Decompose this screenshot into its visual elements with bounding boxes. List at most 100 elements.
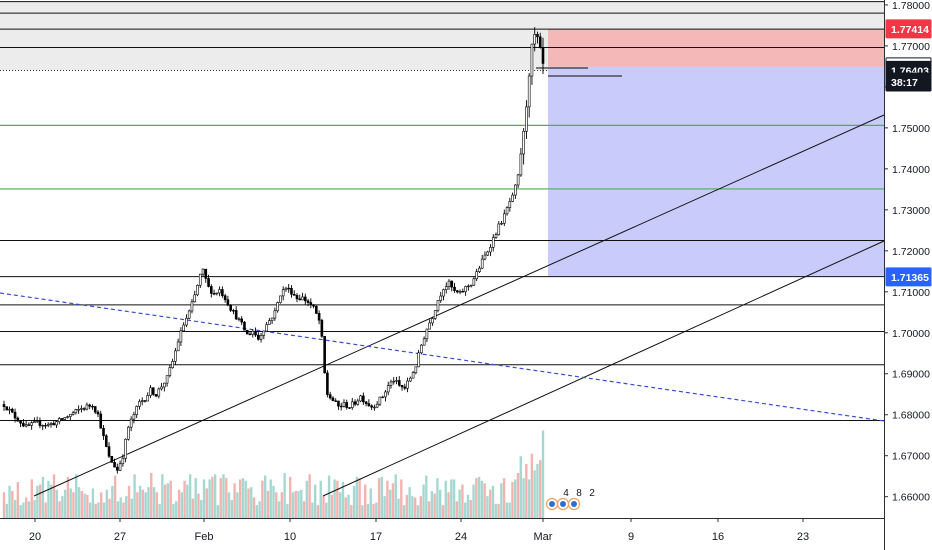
volume-bar [330, 494, 334, 518]
volume-bar [50, 484, 53, 518]
volume-bar [475, 478, 478, 518]
volume-bar [336, 480, 339, 518]
volume-bar [539, 460, 542, 518]
candle-body [337, 400, 340, 407]
volume-bar [227, 492, 231, 518]
candle-body [24, 424, 28, 427]
candle-body [201, 268, 205, 275]
volume-bar [208, 479, 211, 518]
candle-body [46, 424, 50, 426]
candle-body [522, 131, 525, 155]
volume-bar [144, 492, 147, 518]
candle-body [204, 268, 208, 279]
volume-bar [472, 484, 475, 518]
candle-body [411, 372, 415, 379]
candle-body [356, 400, 360, 405]
volume-bar [200, 500, 203, 518]
candle-body [27, 424, 31, 426]
candle-body [265, 324, 268, 332]
volume-bar [405, 494, 409, 518]
candle-body [10, 408, 14, 413]
volume-bar [466, 494, 470, 518]
candle-body [359, 395, 362, 402]
candle-body [370, 405, 373, 408]
volume-bar [236, 492, 239, 518]
volume-bar [522, 478, 525, 518]
candle-body [483, 254, 487, 260]
candle-body [143, 400, 147, 402]
price-badge [885, 19, 932, 39]
volume-bar [341, 482, 345, 518]
candle-body [339, 405, 343, 408]
volume-bar [361, 505, 364, 518]
candle-body [71, 412, 75, 415]
candle-body [82, 408, 86, 410]
volume-bar [375, 502, 378, 518]
volume-bar [36, 485, 39, 518]
volume-bar [250, 487, 253, 518]
volume-bar [514, 479, 517, 518]
y-tick-label: 1.68000 [892, 410, 930, 422]
candle-body [174, 350, 177, 362]
volume-bar [91, 488, 95, 518]
candle-body [514, 184, 517, 196]
volume-bar [511, 482, 514, 518]
candle-body [221, 289, 224, 296]
candle-body [323, 336, 326, 374]
candle-body [38, 420, 42, 426]
candle-body [151, 387, 155, 395]
candle-body [85, 404, 89, 410]
candle-body [386, 385, 390, 393]
candle-body [348, 407, 351, 409]
volume-bar [427, 501, 431, 518]
volume-bar [302, 501, 306, 518]
volume-bar [105, 489, 108, 518]
candle-body [163, 382, 166, 388]
volume-bar [230, 500, 234, 518]
volume-bar [177, 489, 181, 518]
volume-bar [233, 483, 236, 518]
volume-bar [158, 503, 161, 518]
candle-body [306, 300, 310, 303]
candle-body [149, 387, 152, 396]
candle-body [409, 377, 412, 382]
volume-bar [505, 502, 509, 518]
candle-body [350, 401, 354, 408]
volume-bar [175, 501, 178, 518]
volume-bar [141, 489, 145, 518]
volume-bar [263, 475, 267, 518]
candle-body [121, 457, 125, 465]
volume-bar [47, 480, 50, 518]
volume-bar [344, 497, 347, 518]
candle-body [511, 194, 514, 202]
candle-body [270, 317, 274, 321]
y-tick-label: 1.74000 [892, 164, 930, 176]
volume-bar [102, 502, 106, 518]
volume-bar [75, 474, 78, 518]
volume-bar [283, 473, 286, 518]
candle-body [525, 106, 528, 132]
candle-body [527, 75, 531, 108]
candle-body [165, 375, 169, 384]
volume-bar [205, 488, 209, 518]
volume-bar [477, 476, 481, 518]
volume-bar [333, 479, 336, 518]
candle-body [439, 295, 443, 301]
x-tick-label: Feb [195, 531, 214, 543]
y-tick-label: 1.66000 [892, 492, 930, 504]
volume-bar [166, 483, 170, 518]
volume-bar [533, 470, 536, 518]
candle-body [52, 423, 56, 426]
volume-bar [433, 493, 436, 518]
candle-body [212, 293, 216, 295]
candle-body [234, 310, 238, 320]
y-tick-label: 1.75000 [892, 123, 930, 135]
candle-body [198, 273, 202, 286]
volume-bar [288, 476, 292, 518]
candle-body [516, 174, 520, 186]
volume-bar [294, 491, 297, 518]
candle-body [30, 422, 33, 426]
candle-body [444, 286, 448, 290]
